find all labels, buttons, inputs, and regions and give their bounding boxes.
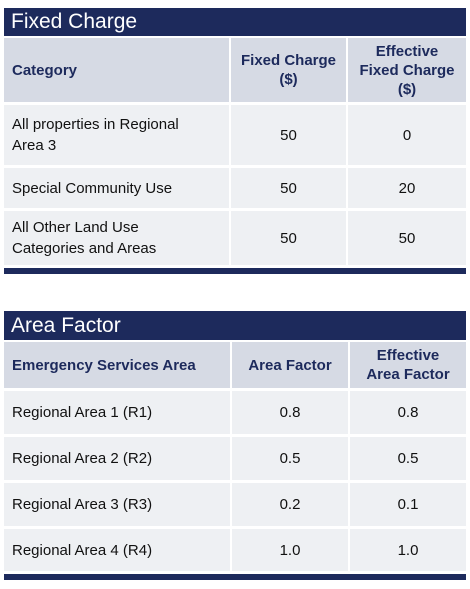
table-cell-area-factor: 0.5 [232,437,348,480]
table-cell-effective-fixed-charge: 20 [348,168,466,208]
table-cell-category: All properties in Regional Area 3 [4,105,229,165]
table-cell-area-factor: 0.8 [232,391,348,434]
table-cell-effective-area-factor: 0.8 [350,391,466,434]
header-fixed-charge: Fixed Charge ($) [231,38,346,102]
table-cell-area: Regional Area 4 (R4) [4,529,230,571]
table-cell-category: All Other Land Use Categories and Areas [4,211,229,265]
area-factor-bottom-bar [4,574,466,580]
header-effective-fixed-charge: Effective Fixed Charge ($) [348,38,466,102]
table-cell-effective-area-factor: 0.5 [350,437,466,480]
header-emergency-services-area: Emergency Services Area [4,342,230,388]
fixed-charge-bottom-bar [4,268,466,274]
header-category: Category [4,38,229,102]
table-cell-effective-fixed-charge: 50 [348,211,466,265]
table-cell-area: Regional Area 1 (R1) [4,391,230,434]
area-factor-table: Emergency Services Area Area Factor Effe… [4,342,466,571]
area-factor-title: Area Factor [4,311,466,340]
table-cell-effective-area-factor: 1.0 [350,529,466,571]
fixed-charge-title: Fixed Charge [4,8,466,36]
header-area-factor: Area Factor [232,342,348,388]
table-cell-area-factor: 1.0 [232,529,348,571]
table-cell-area: Regional Area 2 (R2) [4,437,230,480]
header-effective-area-factor: Effective Area Factor [350,342,466,388]
table-cell-category: Special Community Use [4,168,229,208]
table-cell-area: Regional Area 3 (R3) [4,483,230,526]
area-factor-panel: Area Factor Emergency Services Area Area… [4,311,466,580]
table-cell-fixed-charge: 50 [231,105,346,165]
fixed-charge-panel: Fixed Charge Category Fixed Charge ($) E… [4,8,466,274]
table-cell-area-factor: 0.2 [232,483,348,526]
fixed-charge-table: Category Fixed Charge ($) Effective Fixe… [4,38,466,265]
table-cell-fixed-charge: 50 [231,168,346,208]
table-cell-effective-fixed-charge: 0 [348,105,466,165]
table-cell-fixed-charge: 50 [231,211,346,265]
table-cell-effective-area-factor: 0.1 [350,483,466,526]
